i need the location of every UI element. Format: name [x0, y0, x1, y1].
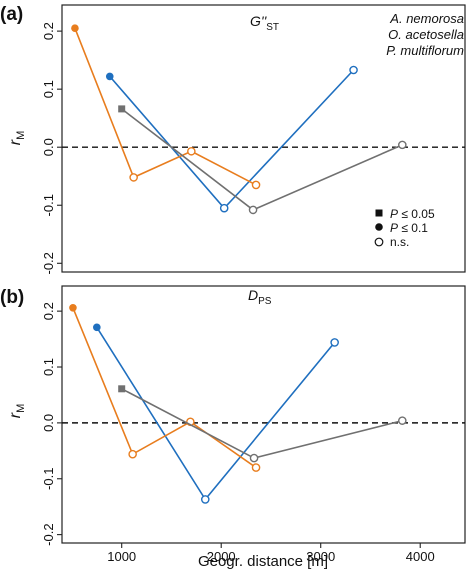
- legend-text-p005: P ≤ 0.05: [390, 207, 435, 221]
- y-tick-label-a: 0.2: [41, 22, 56, 40]
- data-point-a-nemorosa-a: [105, 72, 114, 81]
- legend-marker-filled-circle: [375, 223, 383, 231]
- panel-b: (b) rM DPS -0.2 -0.1 0.0 0.1 0.2 1000 2000 300…: [0, 285, 466, 564]
- panel-label-a: (a): [0, 4, 23, 25]
- panel-title-b: DPS: [248, 287, 272, 307]
- data-point-o-acetosella-a: [129, 173, 138, 182]
- x-tick-label: 1000: [107, 549, 136, 564]
- legend-species-o-acetosella: O. acetosella: [388, 27, 464, 42]
- data-point-o-acetosella-a: [251, 180, 261, 190]
- y-axis-label-a: rM: [7, 131, 27, 146]
- data-point-p-multiflorum-b: [118, 385, 126, 393]
- data-point-o-acetosella-b: [251, 463, 261, 472]
- y-tick-label-b: 0.1: [41, 358, 56, 376]
- plot-frame-b: [61, 285, 466, 544]
- data-point-p-multiflorum-a: [118, 105, 126, 113]
- y-tick-label-b: 0.0: [41, 414, 56, 432]
- series-layer-a: [71, 24, 407, 215]
- panel-title-a: G''ST: [250, 13, 279, 33]
- series-line-a-nemorosa-a: [109, 69, 355, 210]
- data-point-p-multiflorum-a: [398, 140, 407, 150]
- data-point-a-nemorosa-b: [330, 338, 339, 347]
- data-point-a-nemorosa-b: [93, 323, 101, 332]
- series-line-p-multiflorum-a: [121, 108, 403, 211]
- significance-legend: P ≤ 0.05 P ≤ 0.1 n.s.: [374, 207, 435, 249]
- data-point-a-nemorosa-a: [219, 203, 229, 213]
- y-ticks-b: -0.2 -0.1 0.0 0.1 0.2: [41, 302, 62, 546]
- data-point-o-acetosella-b: [128, 449, 137, 459]
- y-axis-label-b: rM: [7, 404, 27, 419]
- y-tick-label-a: -0.1: [41, 194, 56, 216]
- series-line-o-acetosella-a: [74, 27, 257, 186]
- x-ticks: 1000 2000 3000 4000: [107, 543, 435, 564]
- data-point-o-acetosella-a: [187, 146, 196, 156]
- x-tick-label: 2000: [207, 549, 236, 564]
- y-ticks-a: -0.2 -0.1 0.0 0.1 0.2: [41, 22, 62, 274]
- data-point-a-nemorosa-a: [349, 65, 358, 75]
- legend-species-a-nemorosa: A. nemorosa: [389, 11, 464, 26]
- legend-marker-square: [375, 209, 383, 217]
- legend-text-ns: n.s.: [390, 235, 409, 249]
- legend-text-p01: P ≤ 0.1: [390, 221, 428, 235]
- data-point-p-multiflorum-a: [248, 205, 258, 215]
- data-point-p-multiflorum-b: [398, 416, 407, 425]
- y-tick-label-b: 0.2: [41, 302, 56, 320]
- x-tick-label: 3000: [306, 549, 335, 564]
- y-tick-label-b: -0.2: [41, 523, 56, 545]
- legend-marker-open-circle: [374, 237, 384, 247]
- y-tick-label-a: 0.0: [41, 138, 56, 156]
- legend-species-p-multiflorum: P. multiflorum: [386, 43, 464, 58]
- series-line-a-nemorosa-b: [96, 326, 336, 501]
- data-point-p-multiflorum-b: [249, 453, 259, 463]
- panel-a: (a) rM G''ST -0.2 -0.1 0.0 0.1 0.2 A. nemoro…: [0, 4, 466, 274]
- data-point-a-nemorosa-b: [200, 495, 210, 504]
- species-legend: A. nemorosa O. acetosella P. multiflorum: [386, 11, 464, 58]
- plot-frame-a: [61, 4, 466, 273]
- series-line-o-acetosella-b: [72, 307, 257, 469]
- panel-label-b: (b): [0, 287, 24, 308]
- y-tick-label-a: 0.1: [41, 80, 56, 98]
- x-tick-label: 4000: [406, 549, 435, 564]
- x-axis-label: Geogr. distance [m]: [198, 553, 328, 570]
- series-layer-b: [69, 303, 407, 504]
- data-point-o-acetosella-a: [71, 24, 79, 33]
- data-point-o-acetosella-b: [69, 303, 77, 312]
- y-tick-label-a: -0.2: [41, 252, 56, 274]
- y-tick-label-b: -0.1: [41, 468, 56, 490]
